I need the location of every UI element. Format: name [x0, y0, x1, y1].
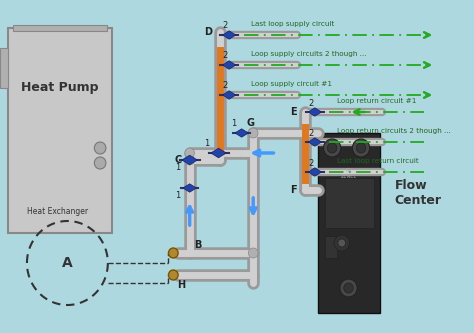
Text: NP
ZENEL: NP ZENEL — [340, 168, 356, 179]
Text: Heat Exchanger: Heat Exchanger — [27, 207, 88, 216]
Circle shape — [323, 139, 341, 157]
Bar — [326, 178, 374, 228]
Polygon shape — [222, 61, 236, 69]
Text: H: H — [177, 280, 185, 290]
Text: Loop supply circuit #1: Loop supply circuit #1 — [251, 81, 332, 87]
Polygon shape — [308, 138, 321, 146]
Text: Last loop return circuit: Last loop return circuit — [337, 158, 419, 164]
Circle shape — [168, 270, 178, 280]
Circle shape — [356, 143, 366, 153]
Text: 1: 1 — [231, 119, 237, 128]
Text: Loop return circuit #1: Loop return circuit #1 — [337, 98, 416, 104]
Text: 2: 2 — [223, 52, 228, 61]
Circle shape — [328, 143, 337, 153]
Bar — [326, 236, 337, 258]
Circle shape — [94, 142, 106, 154]
Text: 2: 2 — [309, 159, 314, 167]
Circle shape — [344, 283, 353, 293]
Polygon shape — [222, 91, 236, 99]
Text: Flow
Center: Flow Center — [395, 179, 442, 207]
Text: 2: 2 — [223, 82, 228, 91]
Text: F: F — [291, 185, 297, 195]
Circle shape — [248, 248, 258, 258]
Circle shape — [352, 139, 370, 157]
Circle shape — [338, 239, 346, 247]
Polygon shape — [222, 31, 236, 39]
Text: D: D — [204, 27, 212, 37]
Text: B: B — [194, 240, 201, 250]
Text: 2: 2 — [223, 22, 228, 31]
Text: G: G — [246, 118, 255, 128]
Polygon shape — [308, 168, 321, 176]
Polygon shape — [183, 184, 196, 192]
Text: 1: 1 — [204, 139, 210, 148]
Circle shape — [185, 148, 194, 158]
Text: C: C — [174, 155, 182, 165]
Text: Loop return circuits 2 though ...: Loop return circuits 2 though ... — [337, 128, 451, 134]
Text: Heat Pump: Heat Pump — [21, 82, 99, 95]
Circle shape — [185, 155, 194, 165]
Text: Loop supply circuits 2 though ...: Loop supply circuits 2 though ... — [251, 51, 367, 57]
Polygon shape — [308, 108, 321, 116]
Text: A: A — [62, 256, 73, 270]
Text: 1: 1 — [175, 191, 181, 200]
Text: Last loop supply circuit: Last loop supply circuit — [251, 21, 335, 27]
Circle shape — [334, 235, 349, 251]
Text: E: E — [291, 107, 297, 117]
Polygon shape — [235, 129, 248, 137]
Text: 2: 2 — [309, 99, 314, 108]
Polygon shape — [182, 155, 197, 165]
Circle shape — [248, 128, 258, 138]
Bar — [12, 25, 107, 31]
Bar — [318, 133, 380, 313]
Polygon shape — [211, 148, 226, 158]
Circle shape — [340, 279, 357, 297]
Bar — [8, 28, 112, 233]
Bar — [0, 48, 8, 88]
Text: 2: 2 — [309, 129, 314, 138]
Circle shape — [168, 248, 178, 258]
Circle shape — [94, 157, 106, 169]
Text: 1: 1 — [175, 164, 181, 172]
